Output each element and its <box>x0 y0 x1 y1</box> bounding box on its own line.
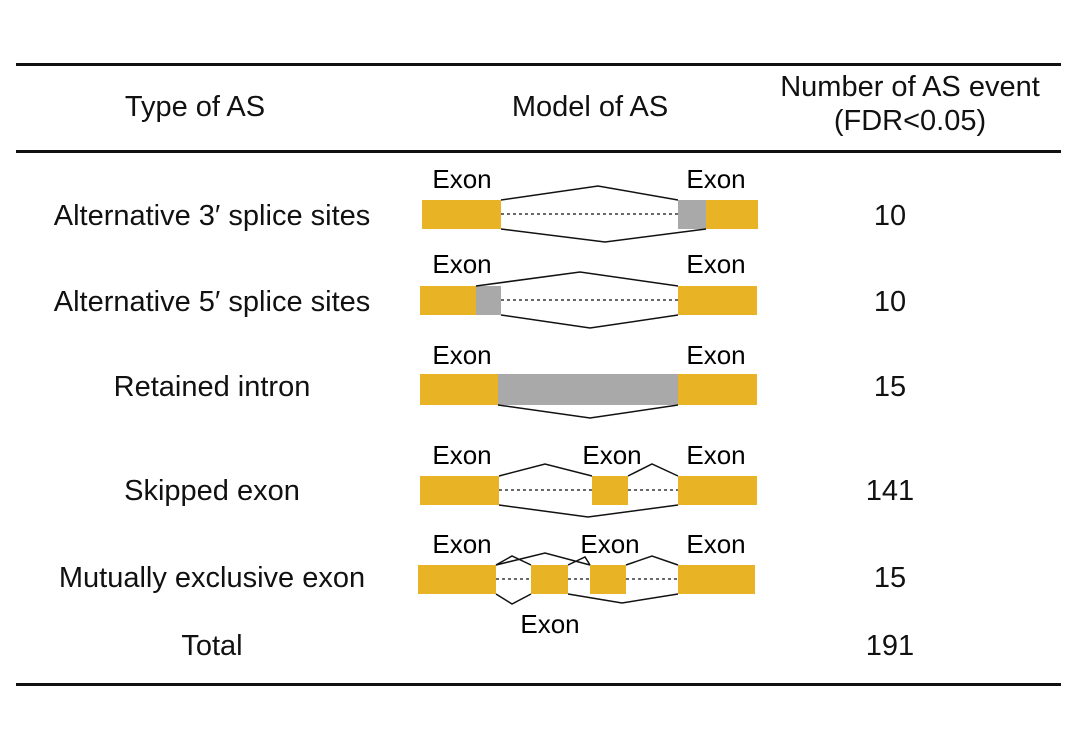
splice-junction <box>497 404 679 419</box>
splice-junction <box>500 228 707 243</box>
splice-junction <box>495 555 532 566</box>
splice-junction <box>500 314 679 329</box>
exon-block <box>678 565 755 594</box>
splice-junction <box>498 463 593 477</box>
bottom-rule <box>16 683 1061 686</box>
exon-block <box>420 286 476 315</box>
top-rule <box>16 63 1061 66</box>
exon-label: Exon <box>520 609 579 639</box>
exon-label: Exon <box>686 249 745 279</box>
model-skipped-exon: Exon Exon Exon <box>420 440 757 518</box>
row-number-alt5: 10 <box>873 286 907 318</box>
exon-label: Exon <box>582 440 641 470</box>
splice-junction <box>495 593 532 605</box>
exon-label: Exon <box>686 529 745 559</box>
skipped-exon-block <box>592 476 628 505</box>
splice-junction <box>500 185 679 201</box>
exclusive-exon-block <box>531 565 568 594</box>
header-number-line1: Number of AS event <box>780 71 1040 103</box>
splice-junction <box>625 555 679 566</box>
splice-junction <box>495 552 591 566</box>
row-type-skipped-exon: Skipped exon <box>124 475 300 507</box>
model-retained-intron: Exon Exon <box>420 340 757 419</box>
header-type: Type of AS <box>124 91 266 123</box>
splice-junction <box>498 504 679 518</box>
row-type-retained-intron: Retained intron <box>113 371 311 403</box>
exon-label: Exon <box>432 249 491 279</box>
alternative-region <box>678 200 706 229</box>
exon-block <box>678 286 757 315</box>
splice-junction <box>475 271 679 287</box>
exon-block <box>418 565 496 594</box>
exon-label: Exon <box>686 440 745 470</box>
model-alt5: Exon Exon <box>420 249 757 329</box>
exon-block <box>678 374 757 405</box>
exon-label: Exon <box>432 164 491 194</box>
exon-block <box>420 374 498 405</box>
row-type-alt5: Alternative 5′ splice sites <box>53 286 371 318</box>
row-number-skipped-exon: 141 <box>865 475 915 507</box>
header-model: Model of AS <box>511 91 669 123</box>
model-mutually-exclusive-exon: Exon Exon Exon Exon <box>418 529 755 639</box>
splice-junction <box>567 593 679 604</box>
row-number-mutually-exclusive: 15 <box>873 562 907 594</box>
row-number-alt3: 10 <box>873 200 907 232</box>
row-number-retained-intron: 15 <box>873 371 907 403</box>
row-type-mutually-exclusive: Mutually exclusive exon <box>58 562 366 594</box>
row-type-alt3: Alternative 3′ splice sites <box>53 200 371 232</box>
row-number-total: 191 <box>865 630 915 662</box>
exon-block <box>706 200 758 229</box>
splice-junction <box>567 556 591 566</box>
exclusive-exon-block <box>590 565 626 594</box>
header-number: Number of AS event (FDR<0.05) <box>755 70 1065 138</box>
header-rule <box>16 150 1061 153</box>
exon-label: Exon <box>580 529 639 559</box>
exon-label: Exon <box>432 529 491 559</box>
exon-label: Exon <box>432 440 491 470</box>
exon-label: Exon <box>686 340 745 370</box>
model-alt3: Exon Exon <box>422 164 758 243</box>
exon-label: Exon <box>686 164 745 194</box>
header-number-line2: (FDR<0.05) <box>833 105 987 137</box>
row-type-total: Total <box>181 630 243 662</box>
splice-junction <box>627 463 679 477</box>
exon-block <box>422 200 501 229</box>
exon-block <box>420 476 499 505</box>
exon-label: Exon <box>432 340 491 370</box>
alternative-region <box>476 286 501 315</box>
exon-block <box>678 476 757 505</box>
retained-intron-region <box>498 374 678 405</box>
